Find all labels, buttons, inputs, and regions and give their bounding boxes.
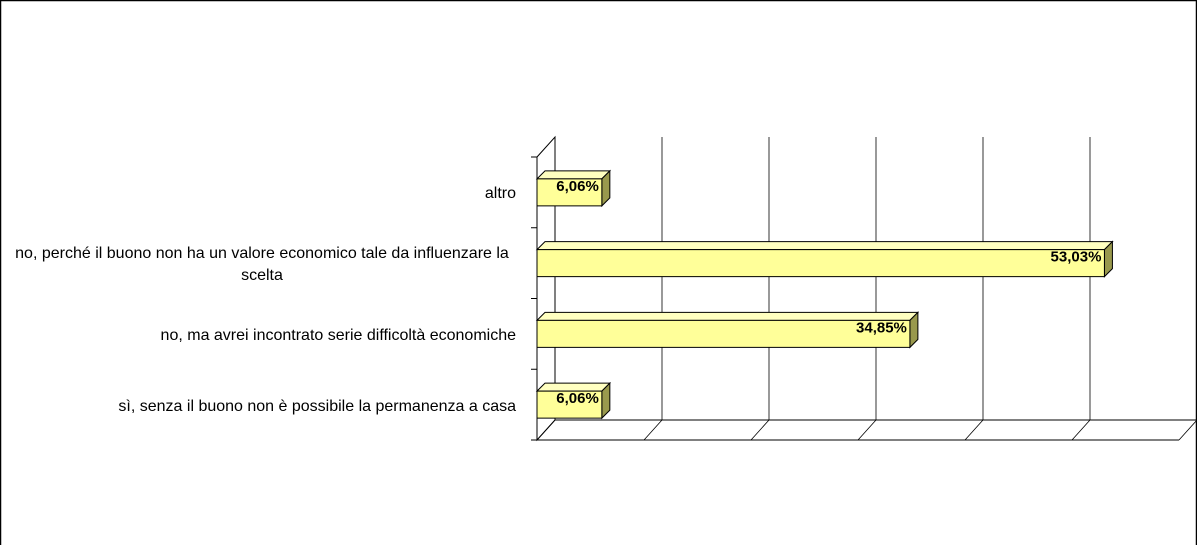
floor-grid-line	[1071, 419, 1091, 441]
floor-grid-line	[750, 419, 770, 441]
category-label-box: no, ma avrei incontrato serie difficoltà…	[8, 325, 516, 347]
bar	[536, 319, 911, 348]
y-tick-label: altro	[484, 185, 516, 203]
floor-grid-line	[643, 419, 663, 441]
category-label-box: sì, senza il buono non è possibile la pe…	[8, 396, 516, 418]
bar-top	[535, 241, 1114, 251]
y-tick-label: no, ma avrei incontrato serie difficoltà…	[160, 326, 516, 344]
floor-grid-line	[1178, 419, 1197, 441]
floor-grid-line	[857, 419, 877, 441]
bar	[536, 178, 603, 207]
y-tick-label: sì, senza il buono non è possibile la pe…	[118, 397, 516, 415]
floor-grid-line	[964, 419, 984, 441]
data-label: 6,06%	[556, 178, 599, 195]
data-label: 6,06%	[556, 390, 599, 407]
data-label: 34,85%	[856, 319, 907, 336]
bar	[536, 249, 1105, 278]
bar	[536, 390, 603, 419]
category-label-box: altro	[8, 183, 516, 205]
data-label: 53,03%	[1051, 249, 1102, 266]
category-label-box: no, perché il buono non ha un valore eco…	[8, 243, 516, 287]
floor-grid-line	[536, 419, 556, 441]
y-tick-label: no, perché il buono non ha un valore eco…	[15, 245, 509, 285]
